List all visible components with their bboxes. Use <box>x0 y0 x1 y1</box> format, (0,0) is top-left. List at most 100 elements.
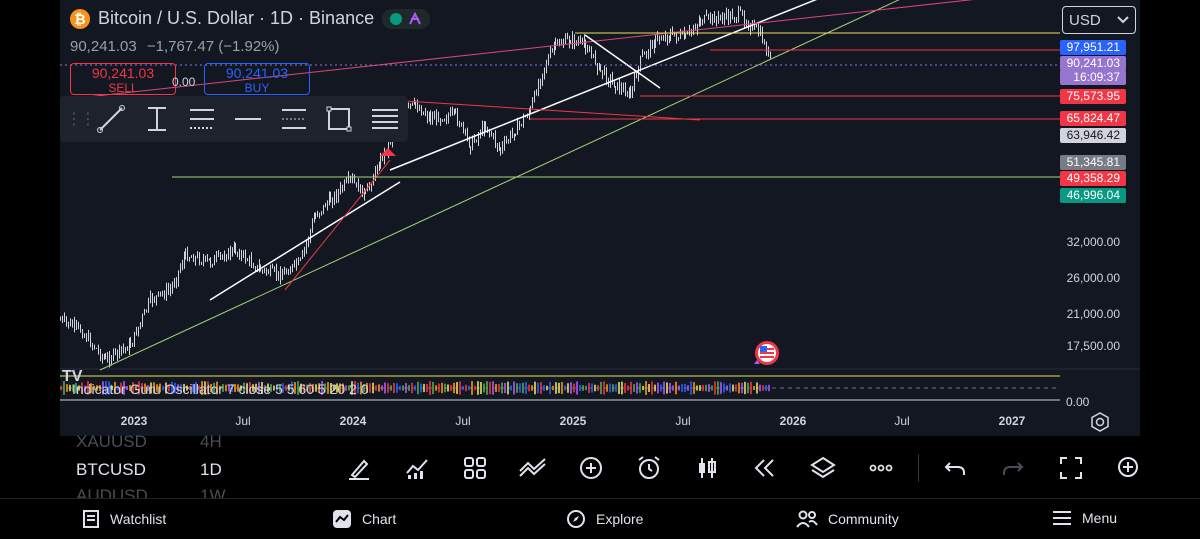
redo-icon[interactable] <box>984 448 1042 488</box>
osc-bar <box>573 383 575 393</box>
osc-bar <box>399 385 401 391</box>
osc-bar <box>615 384 617 392</box>
compass-icon <box>567 510 585 528</box>
osc-bar <box>537 382 539 394</box>
osc-bar <box>684 383 686 393</box>
osc-bar <box>387 383 389 393</box>
osc-bar <box>297 381 299 395</box>
osc-bar <box>408 385 410 391</box>
hamburger-menu-icon <box>1053 511 1071 525</box>
osc-bar <box>240 385 242 391</box>
currency-select[interactable]: USD <box>1062 6 1136 34</box>
osc-bar <box>474 385 476 391</box>
indicator-legend[interactable]: Indicator Guru Oscillator 7 close 5 5 60… <box>72 381 369 397</box>
time-tick: 2025 <box>559 414 587 428</box>
buy-button[interactable]: 90,241.03 BUY <box>204 63 310 95</box>
price-tick: 17,500.00 <box>1066 339 1120 353</box>
vertical-measure-tool-icon[interactable] <box>134 96 180 142</box>
osc-bar <box>540 382 542 394</box>
osc-bar <box>666 382 668 394</box>
osc-bar <box>60 385 62 391</box>
parallel-channel-tool-icon[interactable] <box>271 96 317 142</box>
layout-grid-icon[interactable] <box>446 448 504 488</box>
fullscreen-icon[interactable] <box>1042 448 1100 488</box>
symbol-header[interactable]: ₿ Bitcoin / U.S. Dollar · 1D · Binance <box>70 8 431 29</box>
osc-bar <box>435 385 437 391</box>
osc-bar <box>336 383 338 393</box>
osc-bar <box>453 382 455 394</box>
osc-bar <box>411 382 413 394</box>
nav-watchlist[interactable]: Watchlist <box>82 509 166 529</box>
trend-line-tool-icon[interactable] <box>88 96 134 142</box>
sell-button[interactable]: 90,241.03 SELL <box>70 63 176 95</box>
osc-bar <box>447 384 449 392</box>
osc-bar <box>189 385 191 391</box>
osc-bar <box>726 385 728 391</box>
time-tick: 2027 <box>998 414 1026 428</box>
nav-chart[interactable]: Chart <box>332 509 396 529</box>
layers-icon[interactable] <box>794 448 852 488</box>
undo-icon[interactable] <box>926 448 984 488</box>
osc-bar <box>558 382 560 394</box>
osc-bar <box>534 381 536 395</box>
indicators-icon[interactable] <box>388 448 446 488</box>
zoom-in-icon[interactable] <box>1100 448 1158 488</box>
market-open-dot-icon <box>390 12 403 25</box>
symbol-title[interactable]: Bitcoin / U.S. Dollar · 1D · Binance <box>98 8 375 28</box>
osc-bar <box>438 383 440 393</box>
candlestick-type-icon[interactable] <box>678 448 736 488</box>
nav-explore[interactable]: Explore <box>566 509 643 529</box>
add-circle-icon[interactable] <box>562 448 620 488</box>
drawing-layer[interactable] <box>60 0 1060 371</box>
osc-bar <box>561 382 563 394</box>
osc-bar <box>273 385 275 391</box>
osc-bar <box>396 383 398 393</box>
osc-bar <box>180 384 182 392</box>
status-pill[interactable] <box>382 8 431 29</box>
drag-handle-icon[interactable]: ⋮⋮ <box>66 111 96 128</box>
price-tag: 16:09:37 <box>1060 70 1126 85</box>
osc-bar <box>198 385 200 391</box>
osc-bar <box>510 385 512 391</box>
osc-bar <box>204 381 206 395</box>
osc-bar <box>237 384 239 392</box>
osc-bar <box>114 381 116 395</box>
watchlist-icon <box>83 510 99 528</box>
osc-bar <box>177 384 179 392</box>
osc-bar <box>744 381 746 395</box>
osc-bar <box>354 381 356 395</box>
rectangle-tool-icon[interactable] <box>317 96 363 142</box>
osc-bar <box>186 385 188 391</box>
osc-bar <box>393 383 395 393</box>
fib-retracement-tool-icon[interactable] <box>179 96 225 142</box>
nav-menu-label: Menu <box>1082 510 1118 526</box>
osc-bar <box>108 381 110 395</box>
draw-brush-icon[interactable] <box>330 448 388 488</box>
more-tools-icon[interactable] <box>362 96 408 142</box>
nav-menu[interactable]: Menu <box>1052 509 1117 527</box>
osc-bar <box>621 381 623 395</box>
osc-bar <box>252 384 254 392</box>
osc-bar <box>648 383 650 393</box>
osc-bar <box>633 384 635 392</box>
pink-trendline <box>60 0 974 101</box>
horizontal-line-tool-icon[interactable] <box>225 96 271 142</box>
osc-bar <box>66 384 68 392</box>
symbol-btcusd[interactable]: BTCUSD <box>76 460 146 479</box>
osc-bar <box>420 383 422 393</box>
osc-bar <box>249 381 251 395</box>
symbol-xauusd[interactable]: XAUUSD <box>76 432 147 451</box>
us-event-flag-icon[interactable] <box>752 340 782 368</box>
settings-gear-icon[interactable] <box>1090 412 1110 432</box>
nav-community[interactable]: Community <box>796 509 899 529</box>
symbol-btcusd-tf: 1D <box>200 460 222 479</box>
alarm-clock-icon[interactable] <box>620 448 678 488</box>
osc-bar <box>486 381 488 395</box>
replay-rewind-icon[interactable] <box>736 448 794 488</box>
osc-bar <box>192 383 194 393</box>
symbol-audusd[interactable]: AUDUSD <box>76 486 148 498</box>
chart-canvas[interactable] <box>60 0 1140 436</box>
compare-icon[interactable] <box>504 448 562 488</box>
more-dots-icon[interactable] <box>852 448 910 488</box>
spread-value: 0.00 <box>172 75 196 89</box>
